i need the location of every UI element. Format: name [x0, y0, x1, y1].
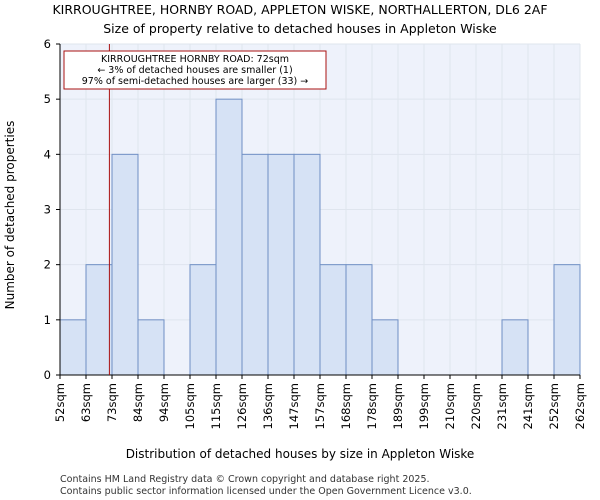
y-ticks: 0 1 2 3 4 5 6 [44, 37, 60, 382]
x-tick-label-115sqm: 115sqm [209, 383, 223, 429]
bar-168sqm [345, 264, 373, 376]
x-tick-label-262sqm: 262sqm [573, 383, 587, 429]
bar-178sqm [371, 319, 399, 376]
bar-147sqm [293, 153, 321, 376]
annotation-box: KIRROUGHTREE HORNBY ROAD: 72sqm ← 3% of … [63, 50, 327, 90]
x-tick-label-199sqm: 199sqm [417, 383, 431, 429]
y-tick-label-6: 6 [44, 37, 51, 51]
bar-136sqm [267, 153, 295, 376]
x-tick-label-105sqm: 105sqm [183, 383, 197, 429]
annotation-line-1: KIRROUGHTREE HORNBY ROAD: 72sqm [101, 54, 289, 65]
x-tick-label-178sqm: 178sqm [365, 383, 379, 429]
x-axis-label: Distribution of detached houses by size … [126, 447, 475, 461]
x-tick-label-136sqm: 136sqm [261, 383, 275, 429]
bar-52sqm [59, 319, 87, 376]
x-tick-label-210sqm: 210sqm [443, 383, 457, 429]
x-tick-label-147sqm: 147sqm [287, 383, 301, 429]
bar-126sqm [241, 153, 269, 376]
y-tick-label-4: 4 [44, 147, 51, 161]
x-tick-label-84sqm: 84sqm [131, 383, 145, 422]
bar-231sqm [501, 319, 529, 376]
x-tick-label-168sqm: 168sqm [339, 383, 353, 429]
x-tick-label-252sqm: 252sqm [547, 383, 561, 429]
x-tick-label-73sqm: 73sqm [105, 383, 119, 422]
y-tick-label-0: 0 [44, 368, 51, 382]
footer-line-1: Contains HM Land Registry data © Crown c… [60, 474, 430, 485]
x-tick-label-94sqm: 94sqm [157, 383, 171, 422]
bar-157sqm [319, 264, 347, 376]
annotation-line-3: 97% of semi-detached houses are larger (… [82, 76, 309, 87]
x-tick-label-241sqm: 241sqm [521, 383, 535, 429]
x-tick-label-220sqm: 220sqm [469, 383, 483, 429]
y-tick-label-1: 1 [44, 313, 51, 327]
y-tick-label-3: 3 [44, 203, 51, 217]
x-tick-label-189sqm: 189sqm [391, 383, 405, 429]
x-tick-label-231sqm: 231sqm [495, 383, 509, 429]
bar-105sqm [189, 264, 217, 376]
x-tick-label-63sqm: 63sqm [79, 383, 93, 422]
x-ticks: 52sqm 63sqm 73sqm 84sqm 94sqm 105sqm 115sqm 126… [53, 375, 587, 429]
bar-252sqm [553, 264, 581, 376]
chart-subtitle: Size of property relative to detached ho… [103, 21, 497, 36]
x-tick-label-157sqm: 157sqm [313, 383, 327, 429]
y-tick-label-5: 5 [44, 92, 51, 106]
y-tick-label-2: 2 [44, 258, 51, 272]
bar-73sqm [111, 153, 139, 376]
bar-115sqm [215, 98, 243, 376]
annotation-frame [63, 50, 327, 90]
bar-63sqm [85, 264, 113, 376]
x-tick-label-126sqm: 126sqm [235, 383, 249, 429]
annotation-line-2: ← 3% of detached houses are smaller (1) [97, 65, 292, 76]
chart-title: KIRROUGHTREE, HORNBY ROAD, APPLETON WISK… [52, 2, 547, 17]
bars [59, 98, 581, 376]
x-tick-label-52sqm: 52sqm [53, 383, 67, 422]
footer-line-2: Contains public sector information licen… [60, 486, 472, 497]
bar-84sqm [137, 319, 165, 376]
y-axis-label: Number of detached properties [3, 121, 17, 310]
